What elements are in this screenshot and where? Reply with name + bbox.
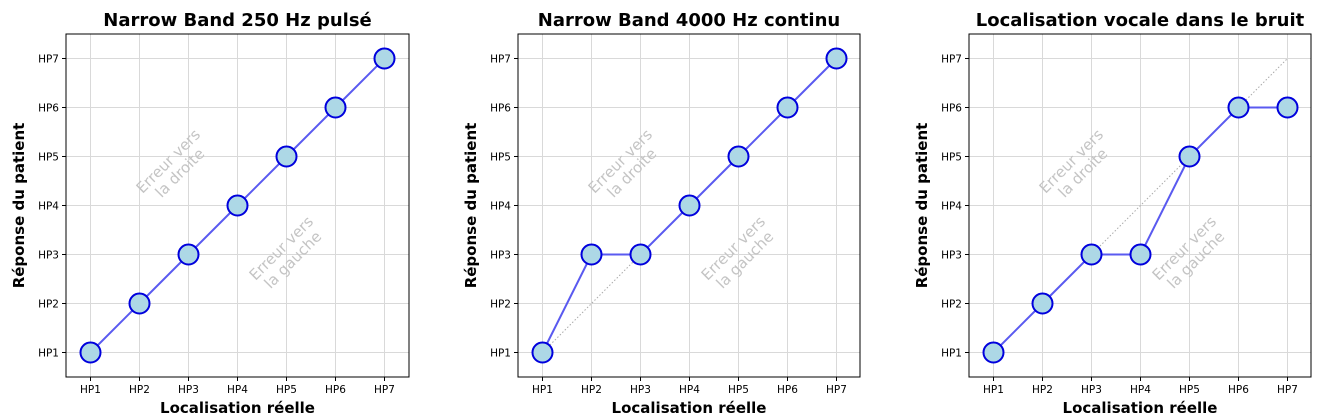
y-tick-label: HP7	[490, 54, 511, 66]
data-point-hp4	[1129, 243, 1152, 266]
x-tick-label: HP2	[129, 384, 150, 396]
data-point-hp5	[727, 145, 750, 168]
grid	[66, 34, 409, 377]
y-tick-label: HP4	[490, 201, 511, 213]
data-point-hp2	[1031, 292, 1054, 315]
y-tick-label: HP1	[941, 348, 962, 360]
grid	[969, 34, 1311, 377]
y-tick-label: HP2	[941, 299, 962, 311]
data-point-hp6	[324, 96, 347, 119]
chart-title: Localisation vocale dans le bruit	[976, 10, 1305, 31]
data-point-hp7	[1276, 96, 1299, 119]
y-tick-label: HP5	[941, 152, 962, 164]
data-point-hp5	[275, 145, 298, 168]
data-point-hp3	[1080, 243, 1103, 266]
x-tick-label: HP3	[178, 384, 199, 396]
x-tick-label: HP6	[325, 384, 346, 396]
x-tick-label: HP5	[276, 384, 297, 396]
x-tick-label: HP5	[1179, 384, 1200, 396]
y-tick-label: HP3	[490, 250, 511, 262]
x-tick-label: HP5	[728, 384, 749, 396]
x-tick-label: HP4	[227, 384, 248, 396]
data-point-hp3	[177, 243, 200, 266]
data-point-hp1	[982, 341, 1005, 364]
y-tick-label: HP3	[38, 250, 59, 262]
data-point-hp1	[531, 341, 554, 364]
y-tick-label: HP6	[38, 103, 59, 115]
data-point-hp5	[1178, 145, 1201, 168]
y-tick-label: HP2	[490, 299, 511, 311]
y-axis-label: Réponse du patient	[913, 123, 931, 289]
x-tick-label: HP3	[1081, 384, 1102, 396]
annotation-error-right: Erreur versla droite	[1036, 125, 1119, 208]
y-tick-label: HP7	[38, 54, 59, 66]
data-point-hp6	[776, 96, 799, 119]
x-tick-label: HP2	[1032, 384, 1053, 396]
diagonal-reference-line	[993, 58, 1288, 353]
data-point-hp3	[629, 243, 652, 266]
y-tick-label: HP2	[38, 299, 59, 311]
x-axis-label: Localisation réelle	[160, 399, 315, 415]
annotation-error-right: Erreur versla droite	[133, 125, 216, 208]
y-tick-label: HP5	[490, 152, 511, 164]
x-tick-label: HP1	[80, 384, 101, 396]
x-tick-label: HP1	[532, 384, 553, 396]
y-tick-label: HP3	[941, 250, 962, 262]
data-point-hp1	[79, 341, 102, 364]
y-tick-label: HP4	[38, 201, 59, 213]
x-tick-label: HP4	[679, 384, 700, 396]
y-tick-label: HP4	[941, 201, 962, 213]
x-tick-label: HP1	[983, 384, 1004, 396]
y-axis-label: Réponse du patient	[462, 123, 480, 289]
y-tick-label: HP5	[38, 152, 59, 164]
x-tick-label: HP3	[630, 384, 651, 396]
chart-title: Narrow Band 250 Hz pulsé	[103, 10, 372, 31]
x-tick-label: HP6	[1228, 384, 1249, 396]
x-tick-label: HP2	[581, 384, 602, 396]
y-tick-label: HP7	[941, 54, 962, 66]
grid	[518, 34, 860, 377]
annotation-error-right: Erreur versla droite	[585, 125, 668, 208]
data-point-hp2	[128, 292, 151, 315]
data-point-hp2	[580, 243, 603, 266]
data-point-hp6	[1227, 96, 1250, 119]
chart-title: Narrow Band 4000 Hz continu	[538, 10, 840, 31]
x-tick-label: HP4	[1130, 384, 1151, 396]
data-point-hp4	[226, 194, 249, 217]
data-point-hp7	[825, 47, 848, 70]
x-tick-label: HP6	[777, 384, 798, 396]
y-tick-label: HP1	[38, 348, 59, 360]
x-axis-label: Localisation réelle	[612, 399, 767, 415]
x-tick-label: HP7	[1277, 384, 1298, 396]
y-tick-label: HP6	[941, 103, 962, 115]
x-axis-label: Localisation réelle	[1063, 399, 1218, 415]
x-tick-label: HP7	[826, 384, 847, 396]
y-axis-label: Réponse du patient	[10, 123, 28, 289]
data-point-hp4	[678, 194, 701, 217]
data-point-hp7	[373, 47, 396, 70]
y-tick-label: HP1	[490, 348, 511, 360]
x-tick-label: HP7	[374, 384, 395, 396]
y-tick-label: HP6	[490, 103, 511, 115]
